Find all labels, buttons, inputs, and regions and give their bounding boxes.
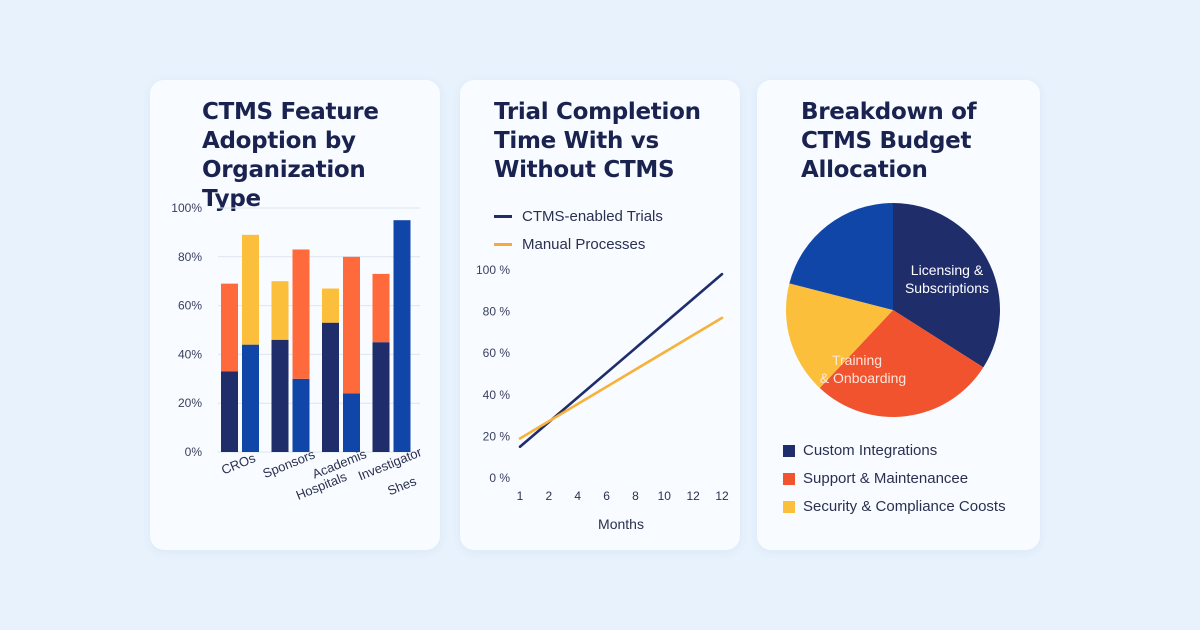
y-tick-label: 60 % [483, 346, 511, 360]
legend-label-custom-integrations: Custom Integrations [803, 442, 938, 459]
bar-segment [322, 322, 339, 452]
completion-line-chart: 0 %20 %40 %60 %80 %100 %1 2 4 6 8 10 12 12Month… [476, 263, 729, 532]
completion-chart-title: Trial Completion Time With vs Without CT… [494, 99, 701, 183]
bar-segment [393, 220, 411, 452]
x-tick-label: 6 [603, 489, 610, 503]
y-tick-label: 0% [185, 445, 203, 459]
x-tick-label: 12 [715, 489, 729, 503]
adoption-chart-title: CTMS Feature Adoption by Organization Ty… [202, 99, 379, 212]
legend-label-ctms: CTMS-enabled Trials [522, 208, 663, 225]
y-tick-label: 40 % [483, 388, 511, 402]
x-tick-label: 4 [574, 489, 581, 503]
budget-pie-chart: Licensing & Subscriptions Training & Onboar… [786, 203, 1000, 418]
bar-segment [271, 339, 289, 452]
x-tick-label: 8 [632, 489, 639, 503]
legend-swatch-custom-integrations [783, 444, 795, 457]
slice-label: Subscriptions [905, 280, 989, 296]
y-tick-label: 0 % [489, 471, 510, 485]
bar-segment [221, 371, 238, 452]
bar-segment [343, 393, 360, 452]
x-tick-label: 10 [658, 489, 672, 503]
legend-item-ctms: CTMS-enabled Trials [494, 208, 663, 225]
x-tick-label: 2 [546, 489, 553, 503]
budget-chart-title: Breakdown of CTMS Budget Allocation [801, 99, 977, 183]
adoption-card: CTMS Feature Adoption by Organization Ty… [150, 80, 440, 550]
legend-swatch-ctms [494, 215, 512, 218]
bar-segment [322, 288, 339, 323]
y-tick-label: 100% [171, 201, 202, 215]
y-tick-label: 40% [178, 347, 202, 361]
legend-item-custom-integrations: Custom Integrations [783, 442, 937, 459]
series-line [518, 316, 724, 440]
bar-segment [242, 344, 259, 452]
legend-item-security: Security & Compliance Coosts [783, 498, 1006, 515]
legend-item-manual: Manual Processes [494, 236, 645, 253]
legend-swatch-security [783, 500, 795, 513]
y-tick-label: 20% [178, 396, 202, 410]
pie-slice [819, 310, 984, 418]
legend-swatch-support [783, 472, 795, 485]
y-tick-label: 80% [178, 250, 202, 264]
legend-item-support: Support & Maintenancee [783, 470, 968, 487]
bar-segment [292, 249, 310, 379]
completion-card: Trial Completion Time With vs Without CT… [460, 80, 740, 550]
pie-slice [789, 203, 893, 310]
bar-segment [343, 256, 360, 394]
x-tick-label: Shes [385, 473, 419, 498]
legend-swatch-manual [494, 243, 512, 246]
slice-label: Licensing & [911, 262, 984, 278]
legend-label-manual: Manual Processes [522, 236, 646, 253]
y-tick-label: 100 % [476, 263, 510, 277]
adoption-bar-chart: 0%20%40%60%80%100%CROs SponsorsAcademisHo… [171, 201, 424, 503]
x-tick-label: 1 [517, 489, 524, 503]
legend-label-security: Security & Compliance Coosts [803, 498, 1006, 515]
pie-slice [786, 283, 893, 388]
bar-segment [221, 283, 238, 372]
bar-segment [292, 378, 310, 452]
bar-segment [372, 342, 390, 452]
x-tick-label: 12 [686, 489, 700, 503]
y-tick-label: 80 % [483, 305, 511, 319]
bar-segment [372, 273, 390, 343]
y-tick-label: 60% [178, 299, 202, 313]
legend-label-support: Support & Maintenancee [803, 470, 969, 487]
slice-label: Training [832, 352, 882, 368]
slice-label: & Onboarding [820, 370, 906, 386]
y-tick-label: 20 % [483, 429, 511, 443]
bar-segment [271, 281, 289, 340]
x-axis-label: Months [598, 516, 644, 532]
bar-segment [242, 234, 259, 345]
pie-slice [893, 203, 1000, 368]
x-tick-label: CROs [219, 450, 258, 477]
budget-card: Breakdown of CTMS Budget Allocation Lice… [757, 80, 1040, 550]
